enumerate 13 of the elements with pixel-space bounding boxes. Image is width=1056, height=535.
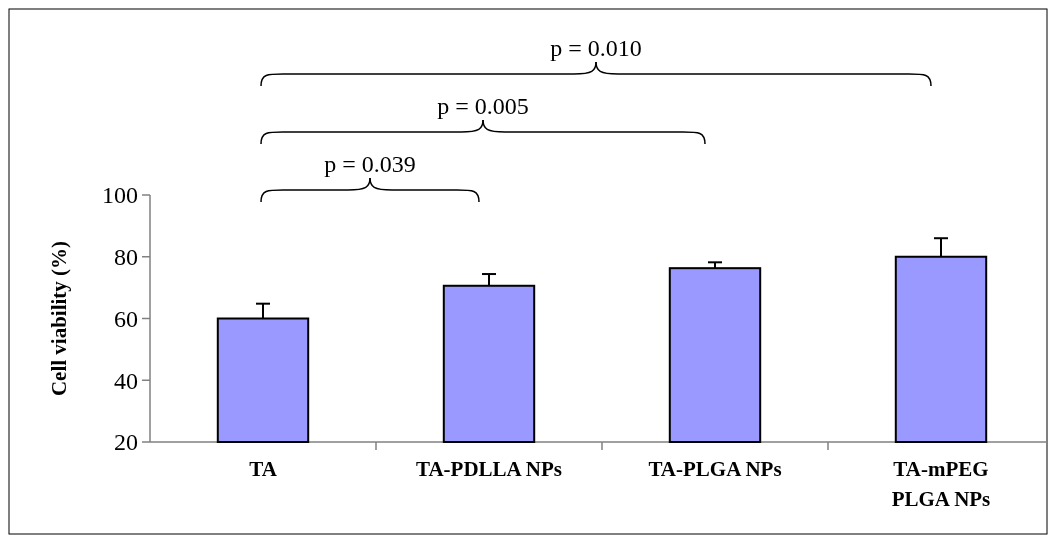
- text: p = 0.039: [324, 151, 416, 177]
- y-tick-label: 80: [114, 244, 138, 271]
- y-tick-label: 60: [114, 305, 138, 332]
- y-tick-label: 40: [114, 367, 138, 394]
- y-axis-title: Cell viability (%): [47, 240, 71, 397]
- x-tick-label: TA: [249, 457, 278, 481]
- y-tick-label: 20: [114, 429, 138, 456]
- x-tick-label: TA-PLGA NPs: [648, 457, 782, 481]
- x-tick-label: TA-mPEG PLGA NPs: [891, 457, 991, 511]
- x-tick-label: TA-PDLLA NPs: [415, 457, 563, 481]
- y-tick-label: 100: [102, 182, 138, 209]
- text: p = 0.005: [437, 93, 529, 119]
- text: p = 0.010: [550, 35, 642, 61]
